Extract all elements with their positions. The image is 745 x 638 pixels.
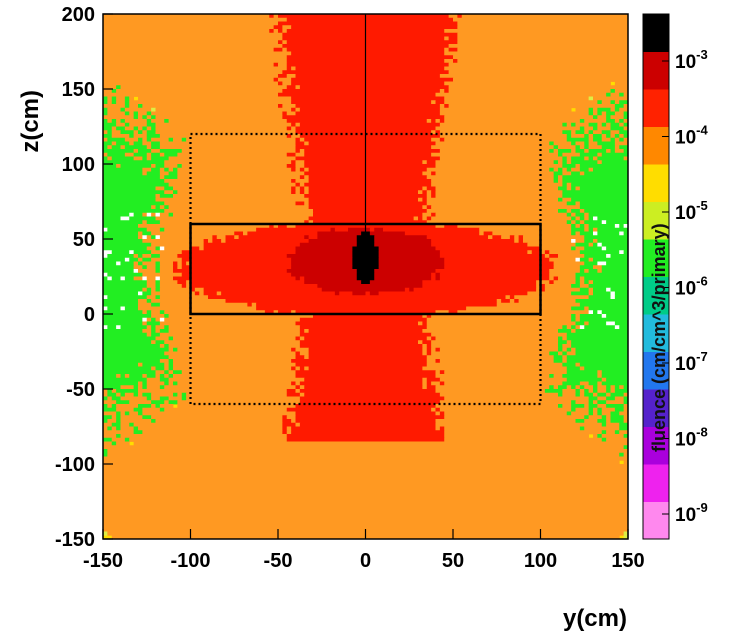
y-tick-label: -100 <box>55 454 95 476</box>
colorbar-segment <box>643 389 669 427</box>
colorbar-segment <box>643 501 669 540</box>
y-axis-label: z(cm) <box>17 90 44 153</box>
colorbar-segment <box>643 164 669 202</box>
x-axis-ticks: -150 -100 -50 0 50 100 150 <box>83 529 645 572</box>
y-tick-label: 150 <box>62 79 95 101</box>
y-tick-label: -150 <box>55 529 95 551</box>
colorbar-ticks: 10-9 10-8 10-7 10-6 10-5 10-4 10-3 <box>662 47 708 526</box>
colorbar-tick-label: 10-6 <box>675 274 708 300</box>
colorbar-tick-label: 10-9 <box>675 500 708 526</box>
fluence-field <box>103 14 628 539</box>
y-tick-label: 50 <box>73 229 95 251</box>
colorbar-segment <box>643 51 669 90</box>
colorbar-frame <box>642 13 670 540</box>
x-tick-label: 150 <box>611 550 644 572</box>
colorbar <box>642 13 670 540</box>
colorbar-tick-label: 10-3 <box>675 47 708 73</box>
colorbar-segment <box>643 314 669 352</box>
colorbar-segment <box>643 464 669 502</box>
y-tick-label: 200 <box>62 4 95 26</box>
colorbar-tick-label: 10-8 <box>675 425 708 451</box>
y-tick-label: 0 <box>84 304 95 326</box>
colorbar-segment <box>643 201 669 240</box>
x-tick-label: 0 <box>360 550 371 572</box>
detector-regions <box>189 132 542 406</box>
y-axis-ticks: -150 -100 -50 0 50 100 150 200 <box>55 4 113 551</box>
y-tick-label: -50 <box>66 379 95 401</box>
colorbar-tick-label: 10-7 <box>675 349 708 375</box>
outer-region-box <box>189 132 542 406</box>
colorbar-segment <box>643 14 669 52</box>
colorbar-label: fluence (cm/cm^3/primary) <box>649 223 669 452</box>
x-tick-label: 100 <box>524 550 557 572</box>
x-tick-label: -100 <box>170 550 210 572</box>
colorbar-segment <box>643 126 669 165</box>
colorbar-tick-label: 10-4 <box>675 123 708 149</box>
colorbar-segment <box>643 426 669 465</box>
colorbar-segment <box>643 89 669 127</box>
x-tick-label: 50 <box>442 550 464 572</box>
colorbar-segment <box>643 276 669 315</box>
colorbar-segment <box>643 239 669 277</box>
y-tick-label: 100 <box>62 154 95 176</box>
x-tick-label: -50 <box>264 550 293 572</box>
x-axis-label: y(cm) <box>563 605 627 632</box>
x-tick-label: -150 <box>83 550 123 572</box>
colorbar-tick-label: 10-5 <box>675 198 708 224</box>
colorbar-segment <box>643 351 669 390</box>
